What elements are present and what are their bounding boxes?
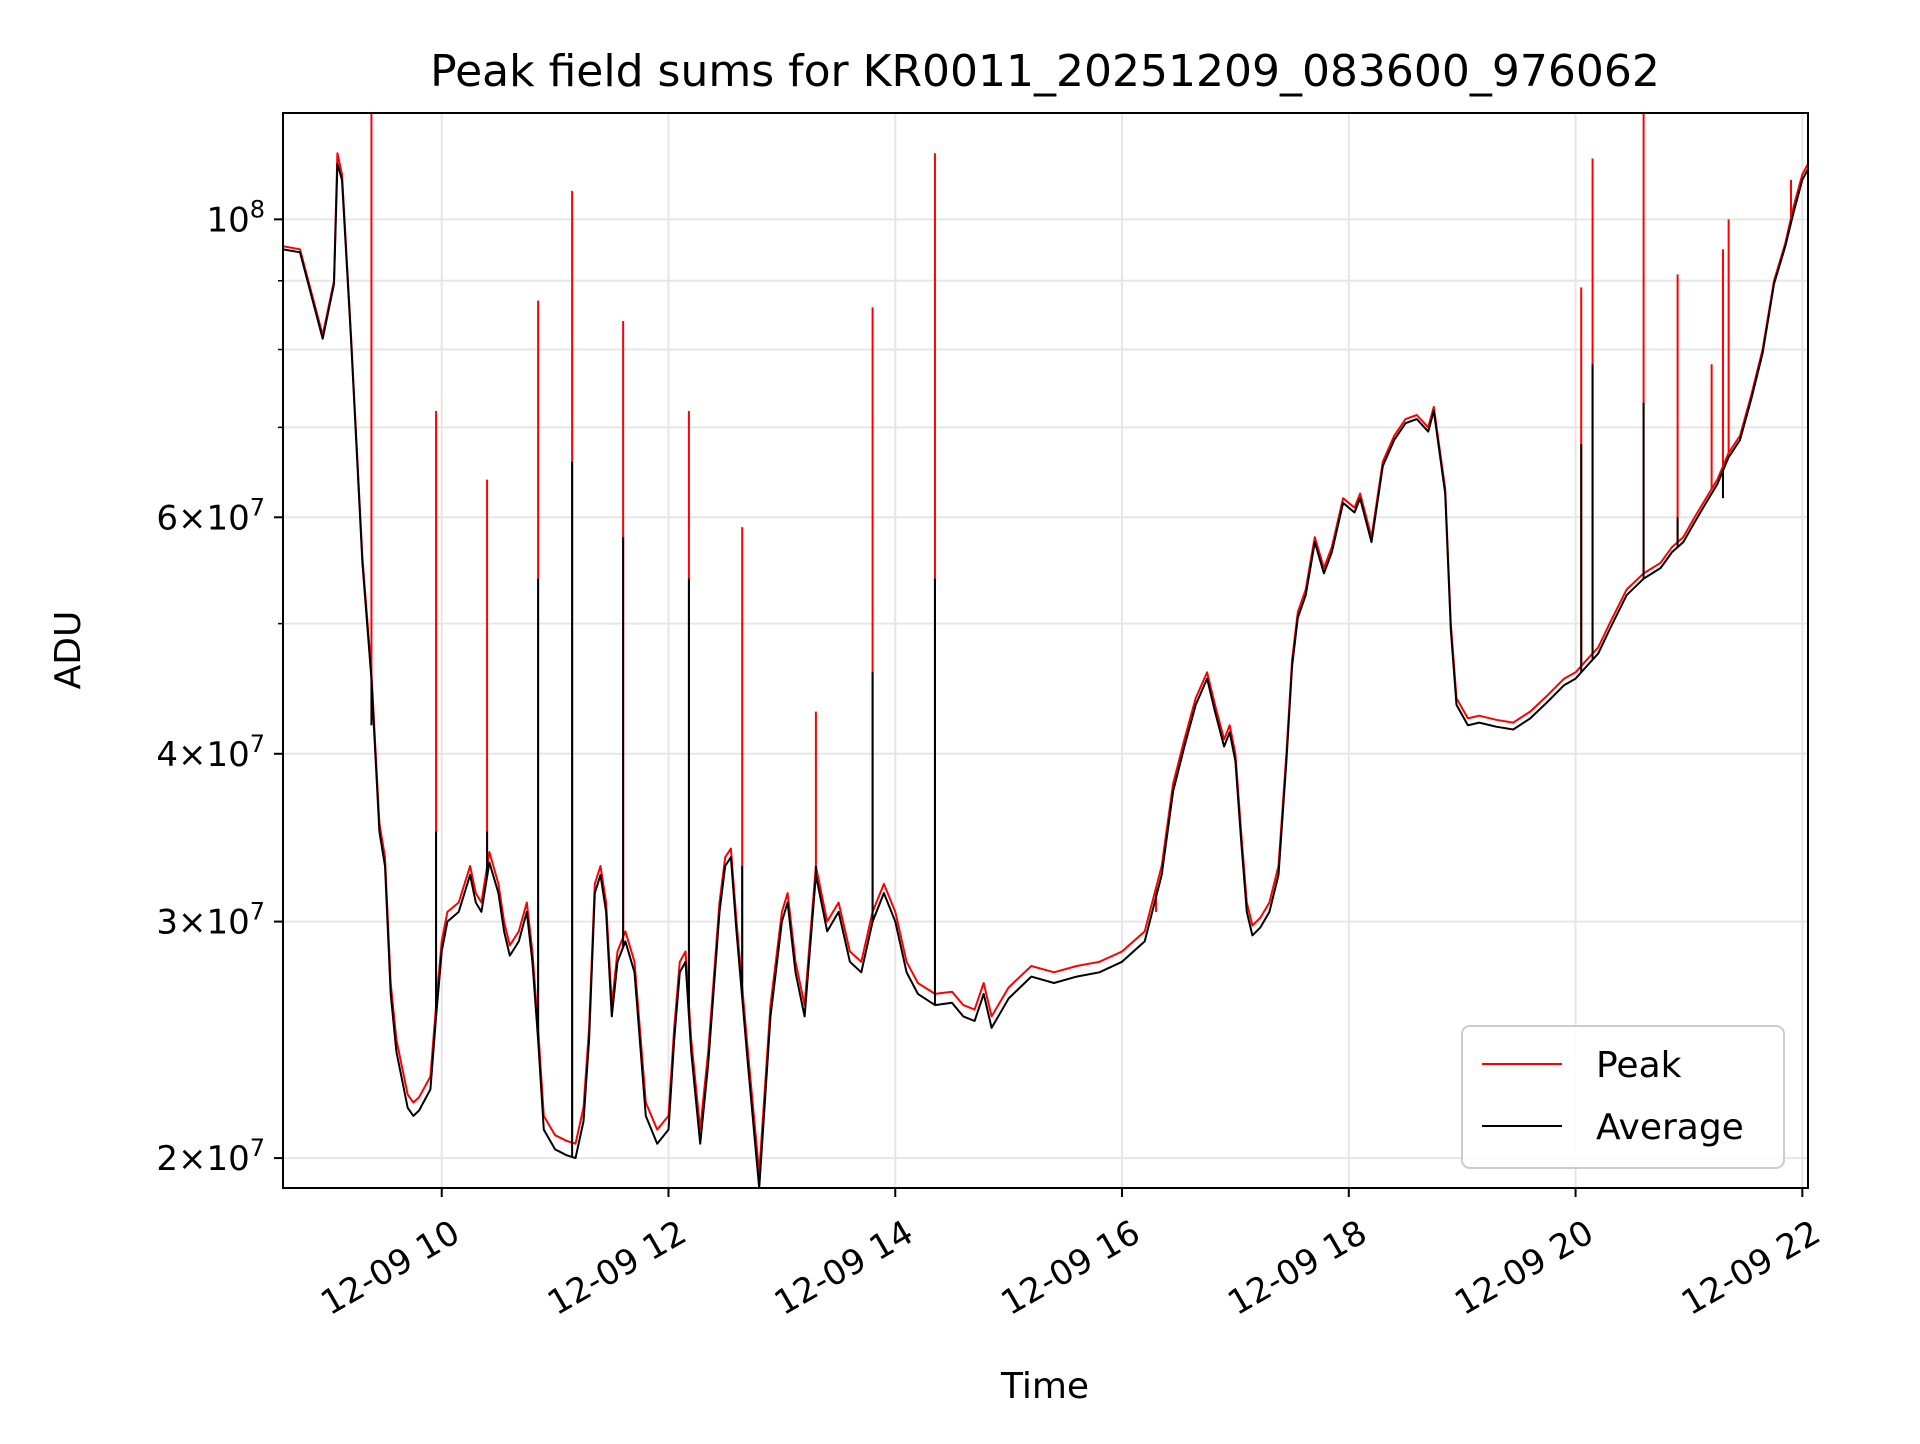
x-axis-label: Time bbox=[1000, 1366, 1089, 1407]
y-tick-label: 108 bbox=[206, 195, 265, 240]
grid bbox=[283, 113, 1808, 1188]
legend-box bbox=[1461, 1025, 1785, 1169]
y-tick-label: 3×107 bbox=[156, 898, 265, 943]
series-line-average bbox=[283, 162, 1808, 1188]
legend: Peak Average bbox=[1461, 1025, 1785, 1169]
y-tick-label: 6×107 bbox=[156, 493, 265, 538]
y-tick-label: 2×107 bbox=[156, 1134, 265, 1179]
legend-label-average: Average bbox=[1596, 1107, 1744, 1148]
legend-label-peak: Peak bbox=[1596, 1045, 1682, 1086]
plot-frame bbox=[282, 112, 1809, 1189]
chart-title: Peak field sums for KR0011_20251209_0836… bbox=[430, 46, 1660, 97]
series-clip-group bbox=[283, 113, 1808, 1188]
y-tick-label: 4×107 bbox=[156, 730, 265, 775]
y-axis-label: ADU bbox=[48, 611, 89, 690]
series-layer bbox=[283, 113, 1808, 1188]
y-axis: 2×107 3×107 4×107 6×107 108 bbox=[156, 195, 283, 1179]
